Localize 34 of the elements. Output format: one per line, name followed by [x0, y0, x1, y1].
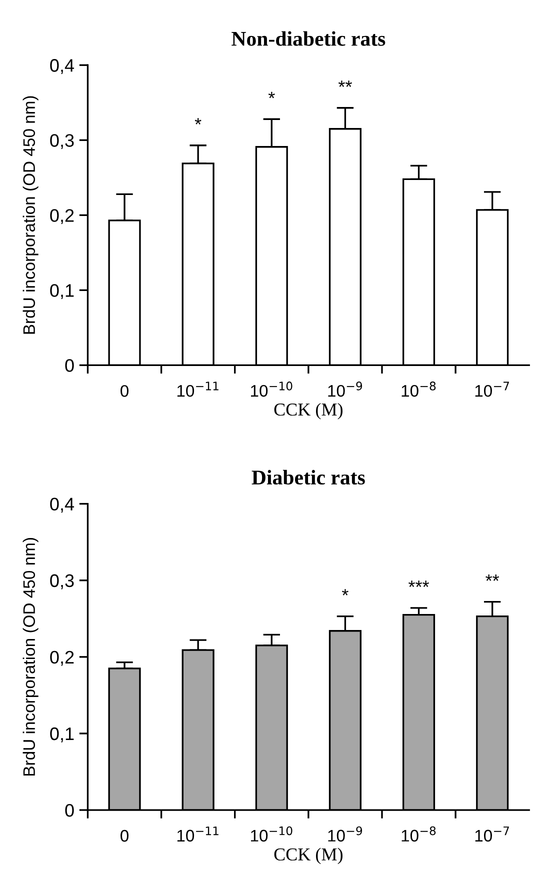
y-tick-label: 0,2	[50, 209, 74, 224]
x-axis-title: CCK (M)	[274, 848, 342, 864]
y-tick-label: 0	[65, 804, 74, 817]
y-tick-label: 0,1	[50, 284, 74, 300]
chart-title: Non-diabetic rats	[232, 31, 386, 46]
x-tick-label: 0	[120, 385, 129, 397]
annotation: **	[486, 574, 500, 581]
annotation: *	[342, 589, 348, 596]
x-tick-label: 10$^{−8}$	[402, 826, 436, 842]
y-axis-title: BrdU incorporation (OD 450 nm)	[22, 538, 38, 776]
annotation: ***	[408, 580, 430, 587]
y-tick-label: 0	[65, 359, 74, 372]
y-tick-label: 0,4	[50, 498, 74, 513]
y-tick-label: 0,3	[50, 134, 74, 149]
y-tick-label: 0,1	[50, 727, 74, 742]
x-tick-label: 10$^{−7}$	[475, 382, 509, 397]
y-tick-label: 0,2	[50, 650, 74, 666]
x-tick-label: 10$^{−10}$	[251, 382, 292, 397]
y-tick-label: 0,3	[50, 574, 74, 590]
x-tick-label: 10$^{−11}$	[177, 382, 218, 397]
x-tick-label: 10$^{−8}$	[402, 382, 436, 397]
annotation: **	[338, 80, 352, 87]
chart-title: Diabetic rats	[252, 470, 365, 485]
x-tick-label: 10$^{−7}$	[475, 826, 509, 842]
x-axis-title: CCK (M)	[274, 402, 342, 420]
x-tick-label: 10$^{−10}$	[251, 826, 292, 842]
annotation: *	[194, 118, 202, 124]
x-tick-label: 10$^{−9}$	[328, 826, 362, 842]
x-tick-label: 10$^{−11}$	[177, 826, 218, 842]
y-tick-label: 0,4	[50, 59, 74, 74]
x-tick-label: 10$^{−9}$	[328, 382, 362, 397]
annotation: *	[268, 92, 275, 98]
y-axis-title: BrdU incorporation (OD 450 nm)	[22, 96, 38, 334]
x-tick-label: 0	[120, 830, 129, 842]
